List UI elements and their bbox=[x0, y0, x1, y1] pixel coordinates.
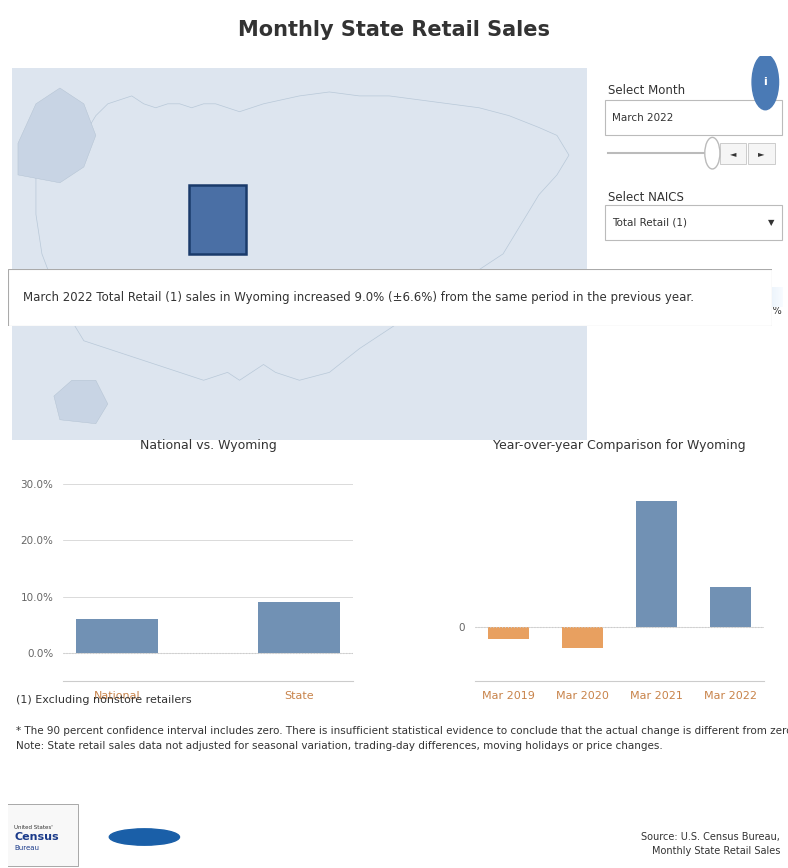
FancyBboxPatch shape bbox=[8, 269, 772, 326]
Text: (1) Excluding nonstore retailers: (1) Excluding nonstore retailers bbox=[16, 694, 191, 705]
Title: Year-over-year Comparison for Wyoming: Year-over-year Comparison for Wyoming bbox=[493, 438, 745, 451]
Bar bbox=[562, 628, 603, 648]
Text: United States': United States' bbox=[14, 825, 53, 831]
Text: ▼: ▼ bbox=[768, 218, 775, 227]
Text: 12.5%: 12.5% bbox=[752, 306, 782, 316]
Text: Select NAICS: Select NAICS bbox=[608, 191, 684, 204]
Text: Census: Census bbox=[14, 832, 59, 842]
Bar bbox=[76, 620, 158, 654]
Text: Select Month: Select Month bbox=[608, 84, 686, 97]
Text: Bureau: Bureau bbox=[14, 845, 39, 851]
Text: * The 90 percent confidence interval includes zero. There is insufficient statis: * The 90 percent confidence interval inc… bbox=[16, 726, 788, 751]
Text: ►: ► bbox=[758, 148, 765, 158]
Text: Monthly State Retail Sales: Monthly State Retail Sales bbox=[238, 20, 550, 41]
FancyBboxPatch shape bbox=[749, 142, 775, 164]
FancyBboxPatch shape bbox=[188, 185, 246, 253]
Text: Total Retail (1): Total Retail (1) bbox=[612, 217, 687, 227]
Text: i: i bbox=[764, 77, 768, 87]
Text: March 2022 Total Retail (1) sales in Wyoming increased 9.0% (±6.6%) from the sam: March 2022 Total Retail (1) sales in Wyo… bbox=[23, 291, 694, 304]
Circle shape bbox=[704, 137, 720, 169]
Text: 0.0%: 0.0% bbox=[604, 306, 629, 316]
Polygon shape bbox=[36, 92, 569, 380]
Polygon shape bbox=[54, 380, 108, 424]
Circle shape bbox=[110, 829, 180, 845]
Circle shape bbox=[752, 55, 779, 109]
Bar bbox=[488, 628, 529, 639]
Polygon shape bbox=[18, 88, 96, 183]
FancyBboxPatch shape bbox=[12, 69, 587, 439]
Text: ◄: ◄ bbox=[730, 148, 737, 158]
FancyBboxPatch shape bbox=[720, 142, 746, 164]
FancyBboxPatch shape bbox=[4, 804, 78, 866]
Bar bbox=[710, 587, 751, 628]
Text: Source: U.S. Census Bureau,
Monthly State Retail Sales: Source: U.S. Census Bureau, Monthly Stat… bbox=[641, 832, 780, 856]
Bar bbox=[258, 602, 340, 654]
Text: March 2022: March 2022 bbox=[612, 113, 674, 122]
FancyBboxPatch shape bbox=[604, 205, 782, 240]
Title: National vs. Wyoming: National vs. Wyoming bbox=[139, 438, 277, 451]
Bar bbox=[636, 501, 677, 628]
FancyBboxPatch shape bbox=[604, 100, 782, 135]
Text: Year-over-year change: Year-over-year change bbox=[608, 278, 725, 287]
